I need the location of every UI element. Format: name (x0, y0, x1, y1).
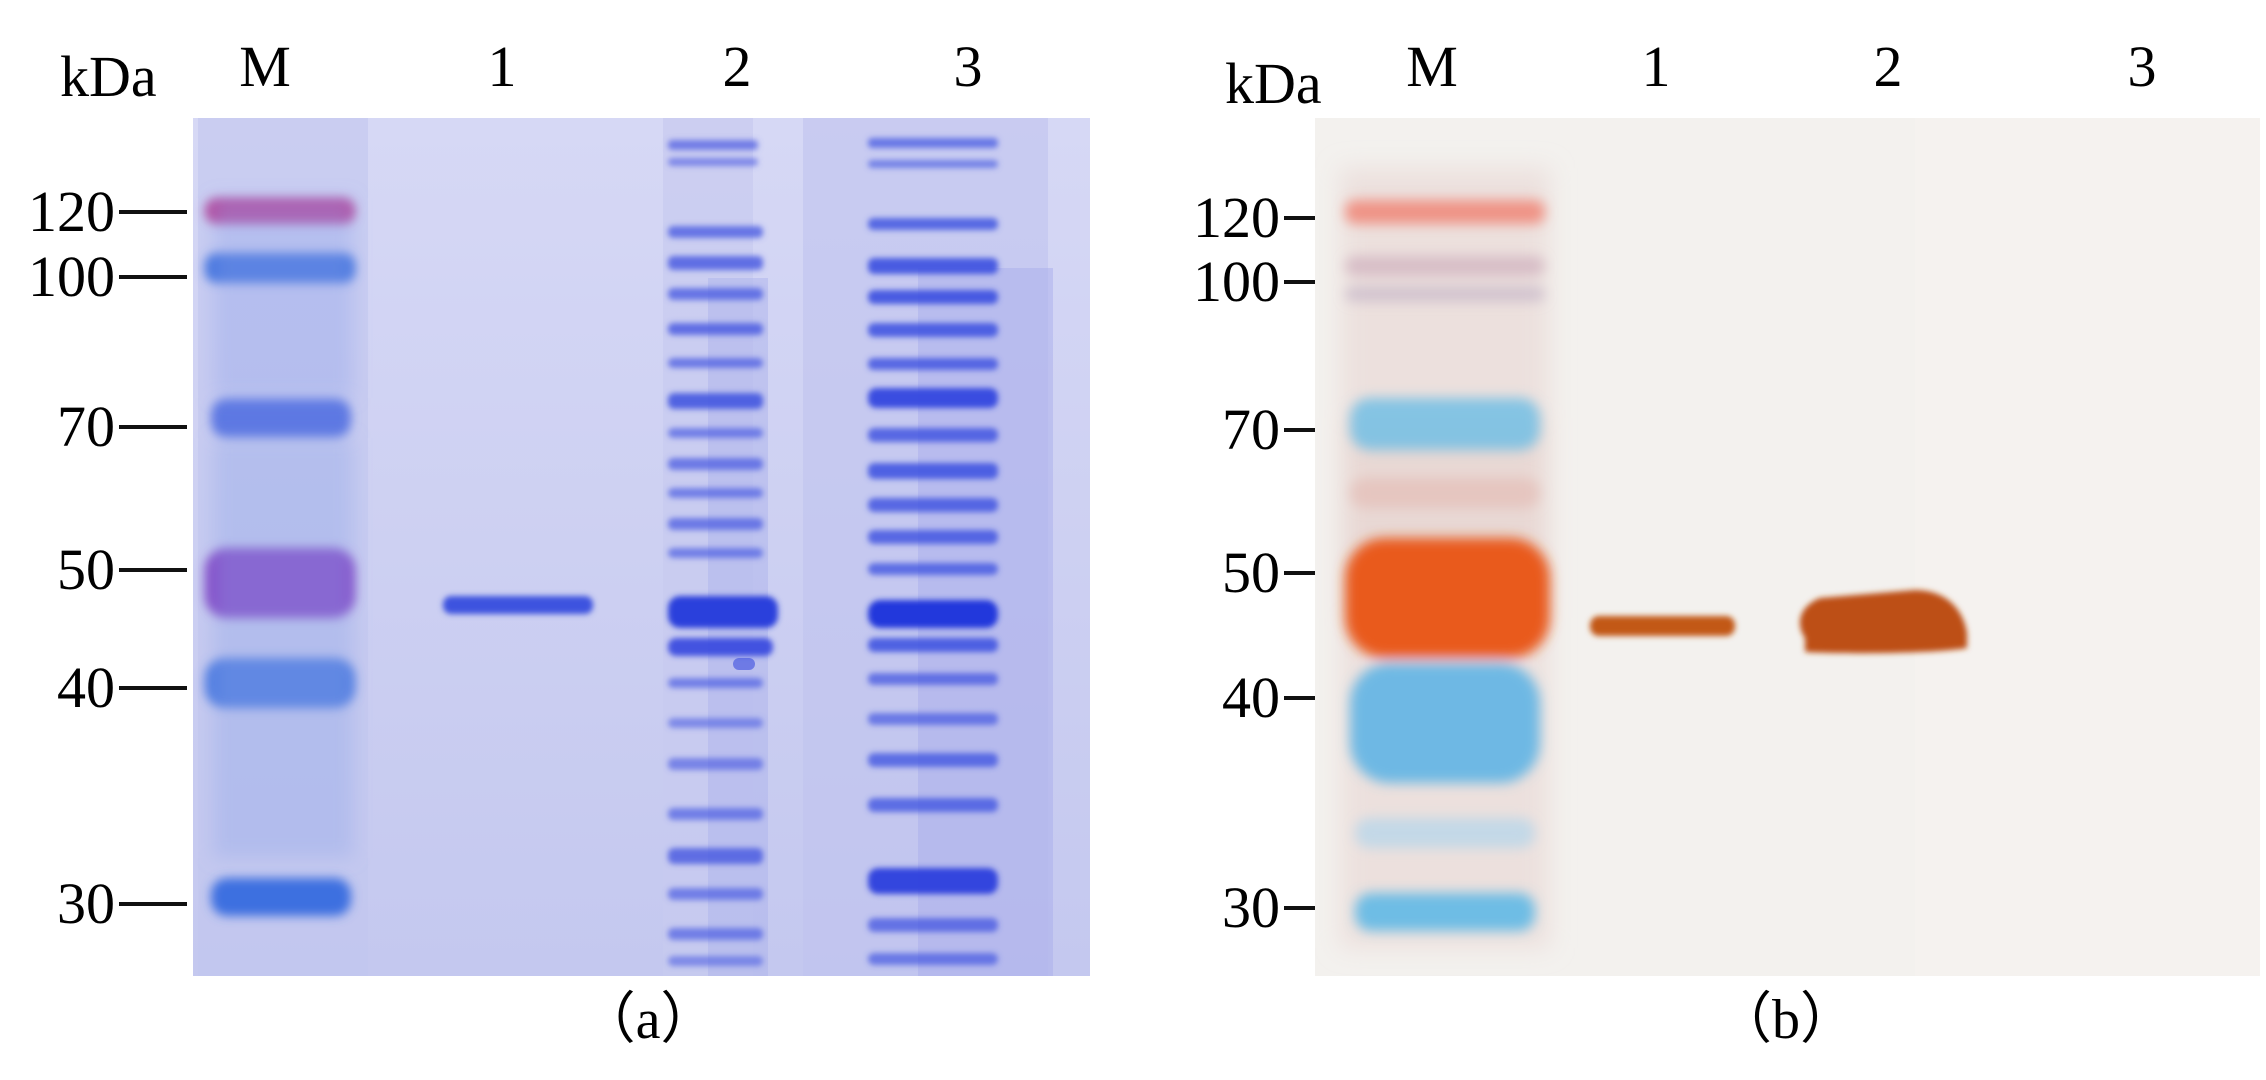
marker-70: 70 (15, 397, 187, 457)
lane-label-2: 2 (1873, 34, 1903, 99)
lane-label-1: 1 (487, 34, 517, 99)
lane-label-m: M (1406, 34, 1458, 99)
marker-value: 50 (1222, 540, 1280, 605)
marker-value: 100 (1193, 249, 1280, 314)
marker-value: 30 (1222, 875, 1280, 940)
sds-page-gel-image (193, 118, 1090, 976)
panel-caption-a: （a） (579, 989, 717, 1051)
western-blot-image (1315, 118, 2260, 976)
kda-unit-label: kDa (60, 44, 157, 109)
marker-tick (119, 902, 187, 906)
gel-b-svg (1315, 118, 2260, 976)
marker-value: 30 (57, 871, 115, 936)
marker-100: 100 (1180, 252, 1354, 312)
marker-120: 120 (1180, 188, 1354, 248)
gel-a-svg (193, 118, 1090, 976)
marker-value: 120 (28, 179, 115, 244)
marker-value: 40 (1222, 665, 1280, 730)
marker-value: 40 (57, 655, 115, 720)
marker-40: 40 (15, 658, 187, 718)
marker-value: 70 (1222, 397, 1280, 462)
kda-unit-label: kDa (1225, 51, 1322, 116)
lane-label-2: 2 (722, 34, 752, 99)
panel-b: kDa M 1 2 3 120 100 70 50 40 30 (1150, 0, 2266, 1080)
marker-tick (119, 425, 187, 429)
panel-a: kDa M 1 2 3 120 100 70 50 40 30 (0, 0, 1100, 1080)
marker-100: 100 (15, 247, 187, 307)
marker-tick (119, 275, 187, 279)
marker-value: 120 (1193, 185, 1280, 250)
panel-caption-b: （b） (1716, 989, 1856, 1051)
lane-label-3: 3 (953, 34, 983, 99)
marker-value: 50 (57, 537, 115, 602)
marker-tick (119, 686, 187, 690)
lane-label-1: 1 (1641, 34, 1671, 99)
lane-label-m: M (239, 34, 291, 99)
lane-label-3: 3 (2127, 34, 2157, 99)
marker-50: 50 (15, 540, 187, 600)
marker-tick (119, 210, 187, 214)
marker-tick (119, 568, 187, 572)
marker-value: 100 (28, 244, 115, 309)
marker-30: 30 (15, 874, 187, 934)
marker-value: 70 (57, 394, 115, 459)
marker-120: 120 (15, 182, 187, 242)
